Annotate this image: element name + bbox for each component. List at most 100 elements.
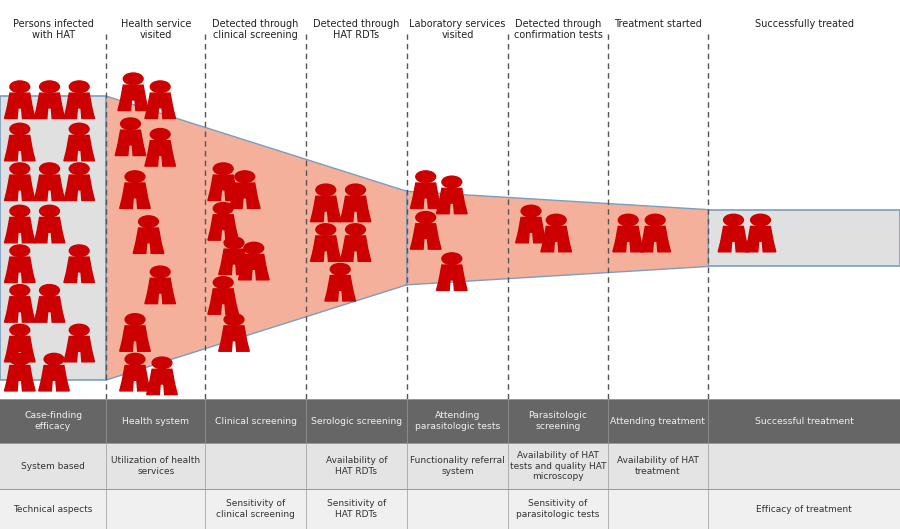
Polygon shape (164, 384, 177, 395)
Circle shape (213, 203, 233, 214)
Polygon shape (118, 100, 131, 111)
Polygon shape (7, 217, 32, 232)
Polygon shape (221, 326, 247, 341)
Polygon shape (122, 366, 148, 380)
Text: Attending
parasitologic tests: Attending parasitologic tests (415, 412, 500, 431)
Polygon shape (613, 241, 626, 252)
Polygon shape (342, 290, 356, 301)
Circle shape (224, 314, 244, 325)
Polygon shape (221, 249, 247, 264)
Polygon shape (454, 203, 467, 214)
Polygon shape (150, 243, 164, 253)
Polygon shape (121, 85, 146, 100)
Circle shape (40, 81, 59, 93)
Polygon shape (162, 108, 176, 118)
Polygon shape (64, 150, 77, 161)
Polygon shape (718, 241, 732, 252)
Polygon shape (67, 336, 92, 351)
Polygon shape (410, 198, 424, 208)
Polygon shape (148, 141, 173, 156)
Polygon shape (208, 230, 221, 240)
Circle shape (316, 184, 336, 196)
FancyBboxPatch shape (0, 96, 106, 380)
Polygon shape (544, 226, 569, 241)
Text: Availability of HAT
tests and quality HAT
microscopy: Availability of HAT tests and quality HA… (509, 451, 607, 481)
Circle shape (125, 314, 145, 325)
Polygon shape (64, 108, 77, 118)
Polygon shape (357, 251, 371, 261)
Text: Persons infected
with HAT: Persons infected with HAT (13, 19, 94, 40)
Circle shape (213, 163, 233, 175)
Polygon shape (51, 232, 65, 243)
Polygon shape (37, 175, 62, 190)
Polygon shape (51, 190, 65, 200)
Circle shape (69, 324, 89, 336)
Circle shape (346, 184, 365, 196)
Circle shape (235, 171, 255, 183)
Polygon shape (328, 211, 341, 222)
Text: Laboratory services
visited: Laboratory services visited (410, 19, 506, 40)
Circle shape (213, 277, 233, 288)
Circle shape (645, 214, 665, 226)
Polygon shape (533, 232, 546, 243)
Polygon shape (51, 312, 65, 322)
Circle shape (10, 123, 30, 135)
Polygon shape (37, 217, 62, 232)
Text: Case-finding
efficacy: Case-finding efficacy (24, 412, 82, 431)
Bar (0, 443, 900, 489)
Polygon shape (41, 366, 67, 380)
Polygon shape (616, 226, 641, 241)
Text: Technical aspects: Technical aspects (14, 505, 93, 514)
Polygon shape (748, 226, 773, 241)
Polygon shape (454, 280, 467, 290)
Text: Sensitivity of
HAT RDTs: Sensitivity of HAT RDTs (327, 499, 386, 519)
FancyBboxPatch shape (608, 209, 708, 267)
Polygon shape (657, 241, 670, 252)
Text: Availability of
HAT RDTs: Availability of HAT RDTs (326, 457, 387, 476)
Polygon shape (310, 211, 324, 222)
Polygon shape (762, 241, 776, 252)
Circle shape (346, 224, 365, 235)
Text: Treatment started: Treatment started (614, 19, 702, 29)
Polygon shape (4, 351, 18, 362)
Polygon shape (39, 380, 52, 391)
Polygon shape (148, 278, 173, 293)
Polygon shape (51, 108, 65, 118)
Polygon shape (67, 175, 92, 190)
Polygon shape (115, 145, 129, 156)
Circle shape (150, 266, 170, 278)
Circle shape (10, 245, 30, 257)
Polygon shape (313, 236, 338, 251)
Polygon shape (4, 232, 18, 243)
Polygon shape (137, 380, 150, 391)
Circle shape (40, 285, 59, 296)
Polygon shape (145, 293, 158, 304)
Polygon shape (735, 241, 749, 252)
Polygon shape (64, 351, 77, 362)
Polygon shape (428, 239, 441, 249)
Text: Sensitivity of
clinical screening: Sensitivity of clinical screening (216, 499, 295, 519)
Polygon shape (436, 203, 450, 214)
Polygon shape (208, 304, 221, 314)
Polygon shape (407, 191, 708, 285)
Polygon shape (518, 217, 544, 232)
Text: Successful treatment: Successful treatment (755, 416, 853, 426)
Polygon shape (22, 108, 35, 118)
Text: Health system: Health system (122, 416, 189, 426)
Circle shape (69, 81, 89, 93)
Polygon shape (325, 290, 338, 301)
Circle shape (44, 353, 64, 365)
Polygon shape (643, 226, 668, 241)
Circle shape (416, 212, 436, 223)
Polygon shape (34, 312, 48, 322)
Polygon shape (7, 135, 32, 150)
Circle shape (10, 205, 30, 217)
Polygon shape (132, 145, 146, 156)
Circle shape (724, 214, 743, 226)
Polygon shape (313, 196, 338, 211)
Polygon shape (4, 272, 18, 282)
Polygon shape (7, 175, 32, 190)
Polygon shape (106, 96, 407, 380)
FancyBboxPatch shape (306, 191, 407, 285)
Polygon shape (81, 108, 94, 118)
